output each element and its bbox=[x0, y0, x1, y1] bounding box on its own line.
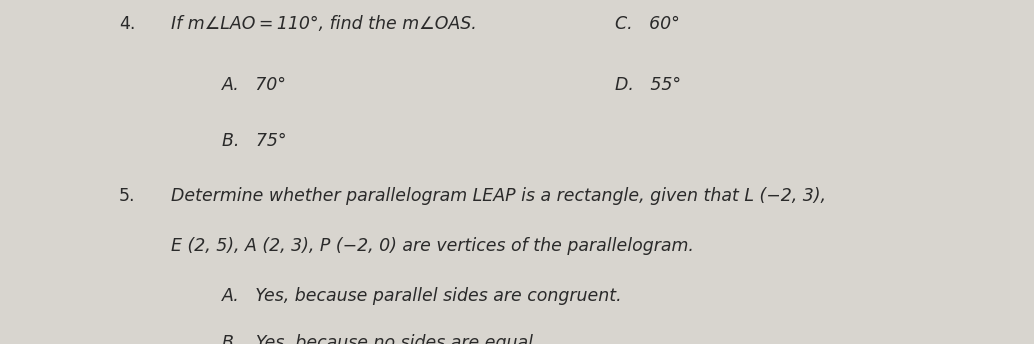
Text: B.   Yes, because no sides are equal.: B. Yes, because no sides are equal. bbox=[222, 334, 539, 344]
Text: A.   70°: A. 70° bbox=[222, 76, 287, 94]
Text: If m∠LAO = 110°, find the m∠OAS.: If m∠LAO = 110°, find the m∠OAS. bbox=[171, 15, 477, 33]
Text: 5.: 5. bbox=[119, 187, 135, 205]
Text: Determine whether parallelogram LEAP is a rectangle, given that L (−2, 3),: Determine whether parallelogram LEAP is … bbox=[171, 187, 825, 205]
Text: C.   60°: C. 60° bbox=[615, 15, 680, 33]
Text: A.   Yes, because parallel sides are congruent.: A. Yes, because parallel sides are congr… bbox=[222, 287, 622, 305]
Text: D.   55°: D. 55° bbox=[615, 76, 681, 94]
Text: E (2, 5), A (2, 3), P (−2, 0) are vertices of the parallelogram.: E (2, 5), A (2, 3), P (−2, 0) are vertic… bbox=[171, 237, 694, 255]
Text: 4.: 4. bbox=[119, 15, 135, 33]
Text: B.   75°: B. 75° bbox=[222, 132, 287, 150]
